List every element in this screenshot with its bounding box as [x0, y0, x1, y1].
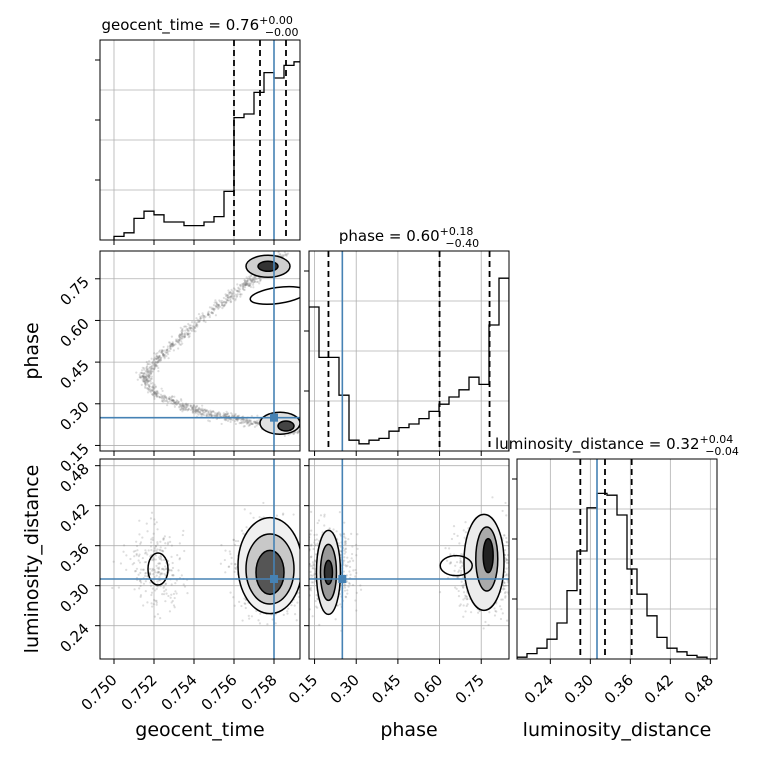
x-tick-label: 0.45 [368, 671, 404, 707]
contour [475, 526, 499, 592]
contour [147, 552, 169, 586]
marginal-luminosity_distance: 0.24 0.30 0.36 0.42 0.48 luminosity_distance … [495, 433, 739, 707]
panel-frame [516, 458, 718, 660]
contour [245, 533, 295, 605]
x-tick-label: 0.24 [521, 671, 557, 707]
contour [482, 537, 494, 574]
contour [439, 554, 473, 577]
x-tick-label: 0.754 [158, 671, 201, 714]
contour [319, 543, 338, 602]
density-contours [147, 516, 300, 615]
panel-frame [99, 250, 301, 452]
panel-frame [99, 458, 301, 660]
y-tick-label: 0.30 [56, 398, 92, 434]
y-tick-label: 0.75 [56, 273, 92, 309]
histogram-step [309, 277, 509, 451]
marginal-phase: phase = 0.60+0.18 −0.40 [304, 225, 510, 456]
x-tick-label: 0.30 [561, 671, 597, 707]
contour [249, 285, 300, 306]
x-tick-label: 0.756 [198, 671, 241, 714]
panel-frame [99, 39, 301, 241]
y-tick-label: 0.42 [56, 500, 92, 536]
y-axis-label: phase [21, 322, 43, 379]
x-tick-label: 0.42 [641, 671, 677, 707]
y-axis-label: luminosity_distance [21, 465, 43, 654]
x-tick-label: 0.758 [238, 671, 281, 714]
histogram-step [517, 492, 717, 659]
x-tick-label: 0.750 [78, 671, 121, 714]
x-tick-label: 0.60 [410, 671, 446, 707]
marginal-geocent_time: geocent_time = 0.76+0.00 −0.00 [95, 14, 301, 245]
contour [315, 529, 342, 616]
marginal-title: luminosity_distance = 0.32+0.04 −0.04 [495, 433, 739, 458]
x-tick-label: 0.48 [681, 671, 717, 707]
sample-points [309, 496, 509, 632]
truth-marker [270, 413, 278, 422]
truth-marker [338, 575, 347, 583]
histogram-step [113, 61, 300, 240]
y-tick-label: 0.45 [56, 356, 92, 392]
x-tick-label: 0.752 [118, 671, 161, 714]
contour [245, 254, 291, 279]
contour [237, 516, 300, 615]
panel-frame [308, 458, 510, 660]
truth-marker [270, 575, 278, 583]
marginal-title: geocent_time = 0.76+0.00 −0.00 [101, 14, 298, 39]
x-tick-label: 0.30 [327, 671, 363, 707]
x-axis-label: luminosity_distance [523, 719, 712, 741]
contour [259, 411, 300, 435]
panel-frame [308, 250, 510, 452]
panel-luminosity_distance-vs-phase: 0.15 0.30 0.45 0.60 0.75 [285, 458, 510, 707]
contour [277, 420, 295, 432]
x-tick-label: 0.36 [601, 671, 637, 707]
contour [255, 549, 285, 596]
x-tick-label: 0.15 [285, 671, 321, 707]
x-tick-label: 0.75 [452, 671, 488, 707]
contour [463, 513, 505, 612]
x-axis-label: phase [380, 719, 437, 741]
contour [257, 260, 279, 273]
y-tick-label: 0.60 [56, 315, 92, 351]
y-tick-label: 0.24 [56, 620, 92, 656]
panel-phase-vs-geocent_time: 0.150.300.450.600.75 [56, 250, 301, 476]
contour [323, 559, 334, 586]
density-contours [315, 513, 505, 616]
y-tick-label: 0.36 [56, 540, 92, 576]
y-tick-label: 0.30 [56, 580, 92, 616]
x-axis-label: geocent_time [135, 719, 264, 741]
marginal-title: phase = 0.60+0.18 −0.40 [339, 225, 479, 250]
